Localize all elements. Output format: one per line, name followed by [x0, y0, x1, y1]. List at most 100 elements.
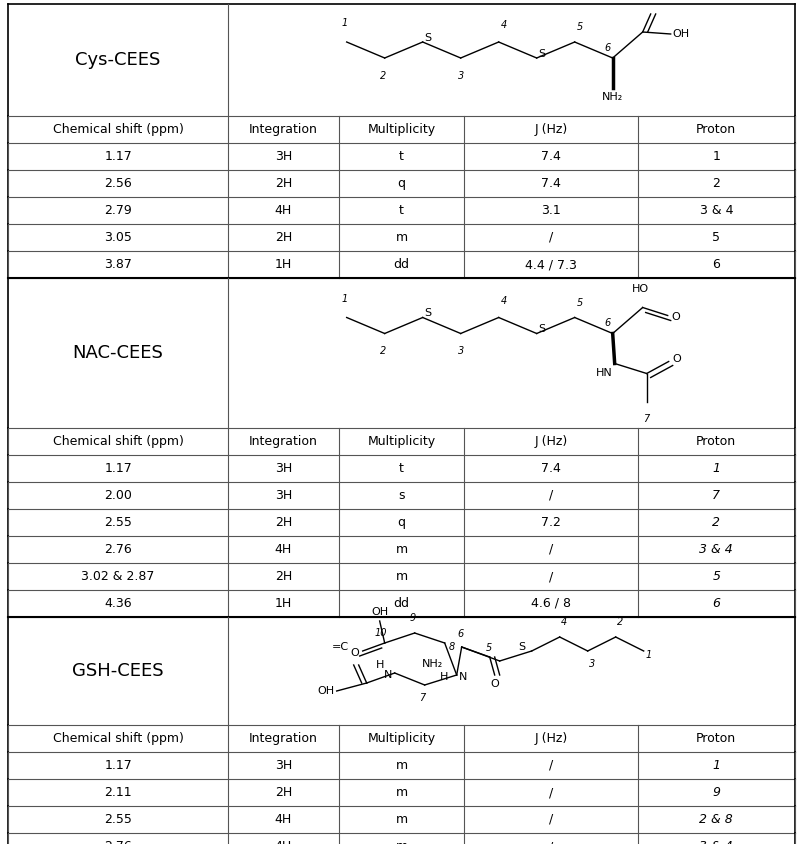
Text: 4H: 4H [274, 204, 292, 217]
Text: /: / [549, 786, 553, 799]
Text: 2: 2 [379, 347, 385, 356]
Text: 5: 5 [711, 570, 719, 583]
Text: 4.6 / 8: 4.6 / 8 [530, 597, 570, 610]
Text: OH: OH [672, 29, 689, 39]
Text: Chemical shift (ppm): Chemical shift (ppm) [53, 732, 184, 745]
Text: S: S [424, 33, 431, 43]
Text: J (Hz): J (Hz) [534, 435, 567, 448]
Text: 2H: 2H [274, 516, 292, 529]
Text: 6: 6 [711, 597, 719, 610]
Text: 1: 1 [711, 759, 719, 772]
Text: 7: 7 [711, 489, 719, 502]
Text: /: / [549, 759, 553, 772]
Text: O: O [670, 312, 679, 322]
Text: =C: =C [331, 642, 348, 652]
Text: 2: 2 [379, 71, 385, 81]
Text: m: m [395, 543, 407, 556]
Text: S: S [538, 324, 545, 334]
Text: 3 & 4: 3 & 4 [699, 840, 732, 844]
Text: 3.05: 3.05 [104, 231, 132, 244]
Text: Multiplicity: Multiplicity [367, 732, 435, 745]
Text: 2 & 8: 2 & 8 [699, 813, 732, 826]
Text: S: S [518, 642, 525, 652]
Text: N: N [384, 670, 392, 680]
Text: NH₂: NH₂ [602, 92, 622, 102]
Text: 4.36: 4.36 [104, 597, 132, 610]
Text: 4H: 4H [274, 543, 292, 556]
Text: m: m [395, 570, 407, 583]
Text: 5: 5 [576, 22, 582, 32]
Text: 2.79: 2.79 [104, 204, 132, 217]
Text: 7.4: 7.4 [541, 150, 561, 163]
Text: m: m [395, 786, 407, 799]
Text: 3.02 & 2.87: 3.02 & 2.87 [81, 570, 155, 583]
Text: t: t [399, 462, 403, 475]
Text: NH₂: NH₂ [422, 659, 443, 669]
Text: dd: dd [393, 258, 409, 271]
Text: 1: 1 [341, 295, 347, 305]
Text: Proton: Proton [695, 123, 735, 136]
Text: 1.17: 1.17 [104, 150, 132, 163]
Text: 2.76: 2.76 [104, 840, 132, 844]
Text: 1.17: 1.17 [104, 759, 132, 772]
Text: Proton: Proton [695, 732, 735, 745]
Text: O: O [672, 354, 681, 365]
Text: 3H: 3H [274, 462, 292, 475]
Text: 1.17: 1.17 [104, 462, 132, 475]
Text: 2.00: 2.00 [104, 489, 132, 502]
Text: 9: 9 [711, 786, 719, 799]
Text: 2H: 2H [274, 570, 292, 583]
Text: t: t [399, 204, 403, 217]
Text: dd: dd [393, 597, 409, 610]
Text: 1H: 1H [274, 597, 292, 610]
Text: 8: 8 [448, 642, 455, 652]
Text: Multiplicity: Multiplicity [367, 435, 435, 448]
Text: OH: OH [317, 686, 334, 696]
Text: 3H: 3H [274, 150, 292, 163]
Text: 2H: 2H [274, 786, 292, 799]
Text: 4.4 / 7.3: 4.4 / 7.3 [525, 258, 577, 271]
Text: HO: HO [631, 284, 649, 294]
Text: S: S [538, 49, 545, 59]
Text: 3: 3 [457, 347, 464, 356]
Text: O: O [490, 679, 498, 689]
Text: 4H: 4H [274, 840, 292, 844]
Text: q: q [397, 177, 405, 190]
Text: 3.1: 3.1 [541, 204, 561, 217]
Text: Integration: Integration [249, 435, 318, 448]
Text: 6: 6 [604, 318, 610, 328]
Text: NAC-CEES: NAC-CEES [73, 344, 164, 362]
Text: H: H [376, 660, 384, 670]
Text: m: m [395, 759, 407, 772]
Text: m: m [395, 840, 407, 844]
Text: 7.4: 7.4 [541, 462, 561, 475]
Text: Proton: Proton [695, 435, 735, 448]
Text: t: t [399, 150, 403, 163]
Text: s: s [398, 489, 404, 502]
Text: 4H: 4H [274, 813, 292, 826]
Text: 1: 1 [645, 650, 651, 660]
Text: H: H [439, 672, 448, 682]
Text: J (Hz): J (Hz) [534, 123, 567, 136]
Text: 7.4: 7.4 [541, 177, 561, 190]
Text: /: / [549, 840, 553, 844]
Text: Chemical shift (ppm): Chemical shift (ppm) [53, 123, 184, 136]
Text: 7: 7 [642, 414, 649, 424]
Text: /: / [549, 231, 553, 244]
Text: 2.55: 2.55 [104, 813, 132, 826]
Text: 6: 6 [604, 43, 610, 53]
Text: Cys-CEES: Cys-CEES [75, 51, 160, 69]
Text: 4: 4 [500, 295, 506, 306]
Text: S: S [424, 309, 431, 318]
Text: 2H: 2H [274, 177, 292, 190]
Text: 5: 5 [576, 297, 582, 307]
Text: 2.55: 2.55 [104, 516, 132, 529]
Text: O: O [350, 648, 358, 658]
Text: N: N [458, 672, 467, 682]
Text: 3: 3 [457, 71, 464, 81]
Text: /: / [549, 813, 553, 826]
Text: OH: OH [371, 607, 387, 617]
Text: m: m [395, 813, 407, 826]
Text: 6: 6 [457, 629, 463, 639]
Text: 3.87: 3.87 [104, 258, 132, 271]
